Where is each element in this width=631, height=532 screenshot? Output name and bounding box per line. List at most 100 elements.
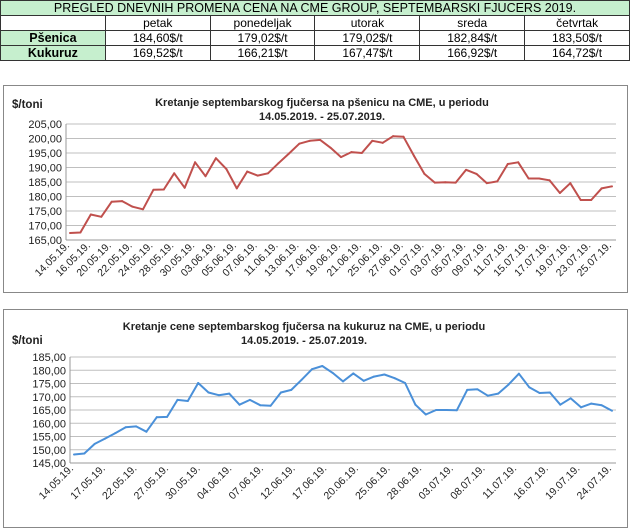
data-point xyxy=(183,186,186,189)
data-point xyxy=(360,152,363,154)
data-point xyxy=(319,138,322,141)
day-header: petak xyxy=(104,15,211,31)
data-point xyxy=(569,182,572,185)
data-point xyxy=(269,404,272,407)
table-title-row: PREGLED DNEVNIH PROMENA CENA NA CME GROU… xyxy=(0,0,630,16)
data-point xyxy=(83,452,86,455)
series-polyline xyxy=(69,135,613,234)
data-point xyxy=(162,188,165,191)
y-tick-label: 165,00 xyxy=(28,235,62,247)
data-point xyxy=(362,379,365,382)
data-point xyxy=(445,409,448,411)
data-point xyxy=(600,404,603,407)
data-point xyxy=(186,399,189,402)
data-point xyxy=(424,413,427,416)
data-point xyxy=(548,391,551,394)
data-point xyxy=(145,430,148,433)
y-tick-label: 155,00 xyxy=(32,432,66,444)
data-point xyxy=(207,391,210,394)
data-point xyxy=(475,172,478,175)
price-cell: 182,84$/t xyxy=(419,30,526,46)
data-point xyxy=(412,154,415,157)
grid xyxy=(65,123,616,241)
y-tick-label: 180,00 xyxy=(28,192,62,204)
data-point xyxy=(321,365,324,368)
data-point xyxy=(528,386,531,389)
data-point xyxy=(414,403,417,406)
data-point xyxy=(611,409,613,412)
y-tick-label: 200,00 xyxy=(28,134,62,146)
data-point xyxy=(300,378,303,381)
data-point xyxy=(259,404,262,407)
data-point xyxy=(290,388,293,391)
data-point xyxy=(331,371,334,374)
data-point xyxy=(121,200,124,203)
data-point xyxy=(69,232,71,235)
data-point xyxy=(152,188,155,191)
y-tick-label: 175,00 xyxy=(32,379,66,391)
data-point xyxy=(277,162,280,165)
y-tick-label: 160,00 xyxy=(32,418,66,430)
y-tick-label: 180,00 xyxy=(32,365,66,377)
data-point xyxy=(141,208,144,211)
data-point xyxy=(497,392,500,395)
chart-title: Kretanje cene septembarskog fjučersa na … xyxy=(123,321,486,333)
y-tick-label: 170,00 xyxy=(28,221,62,233)
chart-title: Kretanje septembarskog fjučersa na pšeni… xyxy=(155,97,489,109)
data-point xyxy=(517,372,520,375)
chart-subtitle: 14.05.2019. - 25.07.2019. xyxy=(241,335,367,347)
data-point xyxy=(228,392,231,395)
data-point xyxy=(235,187,238,190)
row-label: Pšenica xyxy=(0,30,106,46)
data-point xyxy=(79,231,82,234)
data-point xyxy=(256,174,259,177)
data-point xyxy=(590,402,593,405)
price-table: PREGLED DNEVNIH PROMENA CENA NA CME GROU… xyxy=(0,0,630,61)
y-tick-label: 145,00 xyxy=(32,458,66,470)
day-header: sreda xyxy=(419,15,526,31)
data-point xyxy=(214,157,217,160)
price-cell: 166,92$/t xyxy=(419,45,526,61)
data-point xyxy=(392,135,395,138)
corn-chart: $/toni Kretanje cene septembarskog fjuče… xyxy=(3,309,628,528)
y-tick-label: 165,00 xyxy=(32,405,66,417)
data-point xyxy=(100,215,103,218)
data-point xyxy=(194,161,197,164)
data-point xyxy=(485,182,488,185)
data-point xyxy=(590,198,593,201)
table-row-wheat: Pšenica 184,60$/t 179,02$/t 179,02$/t 18… xyxy=(0,30,630,46)
data-point xyxy=(496,180,499,183)
data-point xyxy=(110,200,113,203)
data-point xyxy=(579,406,582,409)
data-point xyxy=(73,453,75,456)
data-point xyxy=(246,170,249,173)
data-point xyxy=(371,139,374,142)
wheat-chart: $/toni Kretanje septembarskog fjučersa n… xyxy=(3,85,628,293)
data-point xyxy=(124,426,127,429)
data-point xyxy=(248,398,251,401)
day-header: utorak xyxy=(314,15,421,31)
data-point xyxy=(454,181,457,184)
data-point xyxy=(131,205,134,208)
data-point xyxy=(350,151,353,154)
x-ticks: 14.05.19.16.05.19.20.05.19.22.05.19.24.0… xyxy=(33,240,614,279)
data-point xyxy=(135,425,138,428)
data-point xyxy=(267,172,270,175)
data-point xyxy=(393,377,396,380)
data-point xyxy=(217,394,220,397)
data-point xyxy=(340,156,342,159)
data-point xyxy=(486,394,489,397)
data-point xyxy=(402,135,405,138)
price-cell: 183,50$/t xyxy=(524,30,630,46)
row-label: Kukuruz xyxy=(0,45,106,61)
y-tick-label: 185,00 xyxy=(32,352,66,364)
price-cell: 184,60$/t xyxy=(104,30,211,46)
y-tick-label: 175,00 xyxy=(28,206,62,218)
data-point xyxy=(433,181,436,184)
grid xyxy=(69,356,616,464)
x-tick-label: 24.07.19. xyxy=(575,463,614,502)
data-point xyxy=(517,161,520,164)
data-point xyxy=(204,175,207,178)
data-point xyxy=(287,152,290,155)
